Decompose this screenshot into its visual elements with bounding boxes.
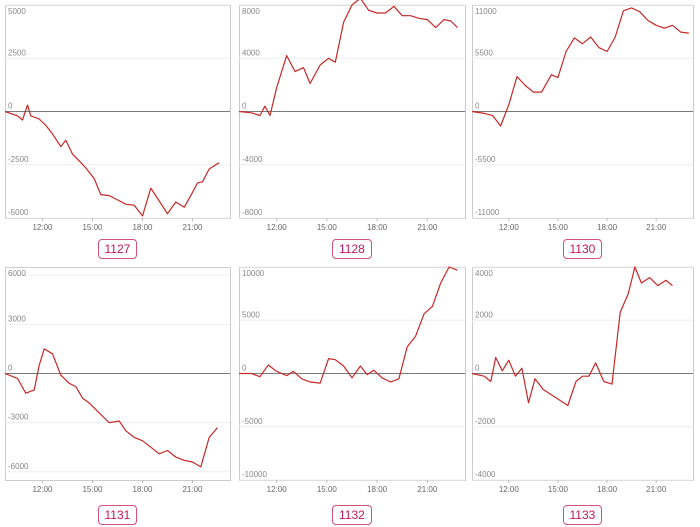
- y-tick-label: 6000: [8, 269, 26, 278]
- x-tick-label: 12:00: [32, 485, 53, 494]
- chart-label-1131: 1131: [97, 505, 138, 525]
- y-tick-label: -11000: [475, 208, 500, 217]
- x-tick-label: 18:00: [132, 223, 153, 232]
- x-tick-label: 15:00: [548, 223, 569, 232]
- y-tick-label: 8000: [242, 7, 260, 16]
- chart-label-1132: 1132: [332, 505, 372, 525]
- x-tick-label: 18:00: [597, 223, 618, 232]
- series-line: [239, 266, 458, 384]
- y-tick-label: 0: [8, 102, 13, 111]
- y-tick-label: 0: [475, 102, 480, 111]
- y-tick-label: -2500: [8, 155, 29, 164]
- chart-label-1127: 1127: [97, 239, 138, 259]
- x-tick-label: 18:00: [367, 485, 388, 494]
- x-tick-label: 15:00: [82, 223, 103, 232]
- x-tick-label: 15:00: [548, 485, 569, 494]
- x-tick-label: 18:00: [597, 485, 618, 494]
- series-line: [4, 104, 220, 217]
- x-tick-label: 21:00: [646, 485, 667, 494]
- series-line: [471, 266, 673, 407]
- x-tick-label: 21:00: [417, 485, 438, 494]
- y-tick-label: 4000: [475, 269, 493, 278]
- y-tick-label: -5000: [242, 417, 263, 426]
- y-tick-label: -4000: [242, 155, 263, 164]
- plot-frame: [239, 267, 466, 481]
- y-tick-label: -5000: [8, 208, 29, 217]
- x-tick-label: 12:00: [32, 223, 53, 232]
- y-tick-label: 5500: [475, 48, 493, 57]
- y-tick-label: 10000: [242, 269, 265, 278]
- y-tick-label: 4000: [242, 48, 260, 57]
- y-tick-label: -10000: [242, 470, 267, 479]
- y-tick-label: -4000: [475, 470, 496, 479]
- chart-label-1128: 1128: [332, 239, 372, 259]
- x-tick-label: 15:00: [317, 485, 338, 494]
- x-tick-label: 15:00: [317, 223, 338, 232]
- y-tick-label: 5000: [242, 310, 260, 319]
- y-tick-label: 2500: [8, 48, 26, 57]
- y-tick-label: 2000: [475, 310, 493, 319]
- plot-frame: [472, 5, 694, 219]
- y-tick-label: 0: [8, 364, 13, 373]
- y-tick-label: -5500: [475, 155, 496, 164]
- y-tick-label: 3000: [8, 314, 26, 323]
- plot-frame: [5, 267, 231, 481]
- plot-frame: [472, 267, 694, 481]
- y-tick-label: 0: [242, 364, 247, 373]
- x-tick-label: 21:00: [182, 223, 203, 232]
- y-tick-label: 11000: [475, 7, 497, 16]
- x-tick-label: 12:00: [267, 485, 288, 494]
- x-tick-label: 12:00: [499, 223, 520, 232]
- chart-label-1133: 1133: [562, 505, 603, 525]
- y-tick-label: 0: [242, 102, 247, 111]
- series-line: [4, 348, 218, 468]
- x-tick-label: 21:00: [417, 223, 438, 232]
- x-tick-label: 18:00: [367, 223, 388, 232]
- x-tick-label: 21:00: [182, 485, 203, 494]
- y-tick-label: -3000: [8, 413, 29, 422]
- series-line: [238, 0, 458, 117]
- y-tick-label: -2000: [475, 417, 496, 426]
- x-tick-label: 12:00: [499, 485, 520, 494]
- x-tick-label: 18:00: [132, 485, 153, 494]
- plot-frame: [239, 5, 466, 219]
- y-tick-label: 5000: [8, 7, 26, 16]
- y-tick-label: 0: [475, 364, 480, 373]
- x-tick-label: 12:00: [267, 223, 288, 232]
- x-tick-label: 21:00: [646, 223, 667, 232]
- series-line: [471, 7, 689, 127]
- x-tick-label: 15:00: [82, 485, 103, 494]
- y-tick-label: -6000: [8, 462, 29, 471]
- y-tick-label: -8000: [242, 208, 263, 217]
- plot-frame: [5, 5, 231, 219]
- chart-label-1130: 1130: [562, 239, 603, 259]
